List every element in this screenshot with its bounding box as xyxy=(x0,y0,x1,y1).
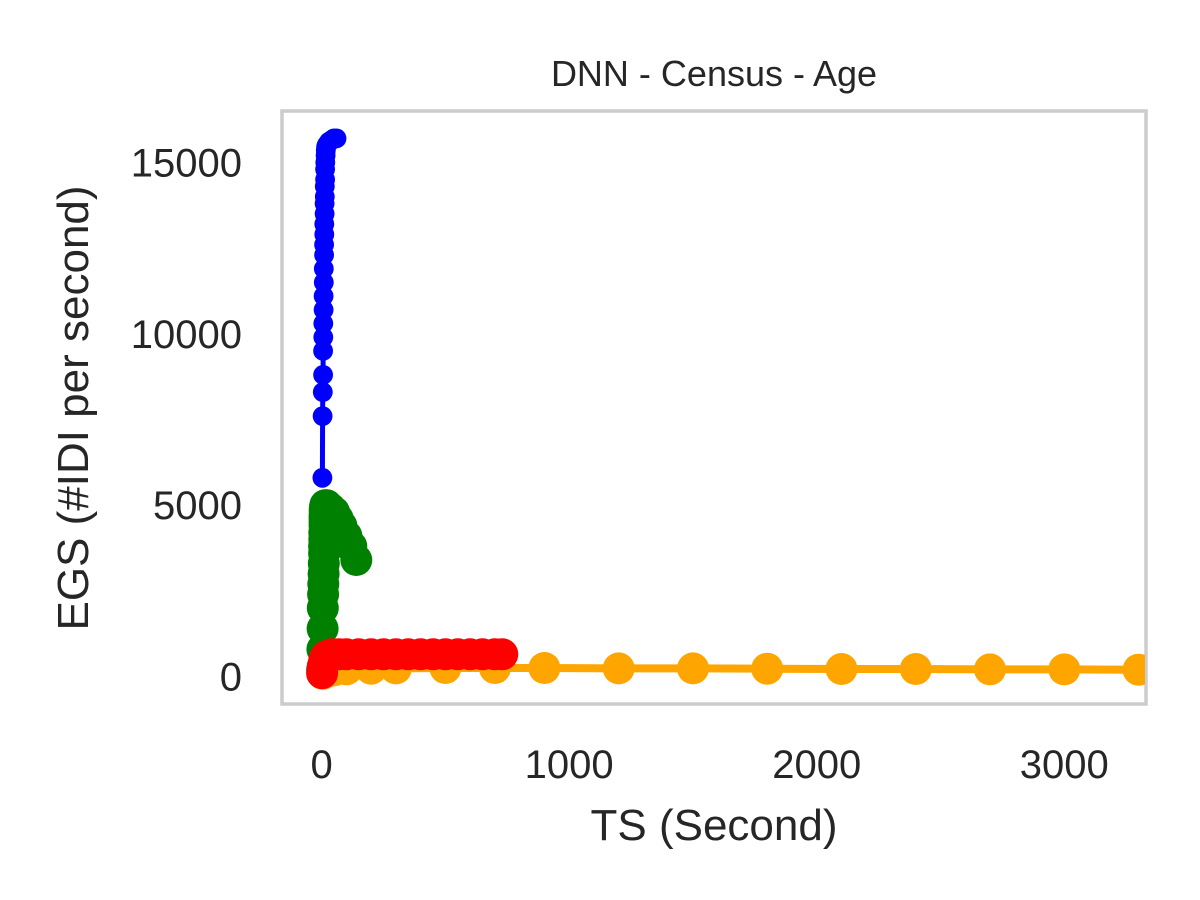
series-0-point xyxy=(825,653,858,685)
series-0-point xyxy=(1122,653,1145,686)
series-2 xyxy=(306,638,519,690)
series-3-point xyxy=(312,406,333,426)
y-tick-label-0: 0 xyxy=(220,656,242,700)
y-tick-label-3: 15000 xyxy=(131,141,242,185)
series-3-point xyxy=(326,128,347,149)
series-0-point xyxy=(528,652,561,684)
series-3-point xyxy=(312,467,333,488)
series-0-point xyxy=(751,652,784,685)
series-3-point xyxy=(313,299,334,320)
series-3-point xyxy=(313,258,334,279)
series-3-point xyxy=(313,286,334,306)
series-3-point xyxy=(312,382,333,402)
x-tick-label-2: 2000 xyxy=(772,743,861,787)
series-1-point xyxy=(340,544,373,576)
series-3-point xyxy=(313,365,333,385)
x-tick-label-3: 3000 xyxy=(1020,743,1109,787)
series-3-point xyxy=(313,272,334,293)
series-3 xyxy=(312,128,347,488)
series-0-point xyxy=(974,653,1006,686)
series-0-point xyxy=(899,653,932,685)
series-3-point xyxy=(313,327,334,348)
x-axis-tick-labels: 0 1000 2000 3000 xyxy=(310,743,1108,787)
series-0-point xyxy=(1048,653,1081,686)
x-tick-label-1: 1000 xyxy=(525,743,614,787)
series-3-point xyxy=(313,313,334,334)
series-layer xyxy=(306,128,1145,690)
x-axis-label: TS (Second) xyxy=(591,801,838,850)
y-tick-label-2: 10000 xyxy=(131,313,242,357)
series-0-point xyxy=(602,652,635,685)
y-axis-tick-labels: 0 5000 10000 15000 xyxy=(131,141,242,699)
series-0-point xyxy=(677,652,709,685)
y-axis-label: EGS (#IDI per second) xyxy=(49,185,98,630)
plot-area xyxy=(280,109,1148,706)
series-2-point xyxy=(486,638,519,671)
chart-title: DNN - Census - Age xyxy=(551,53,877,94)
x-tick-label-0: 0 xyxy=(310,743,332,787)
y-tick-label-1: 5000 xyxy=(153,484,242,528)
series-3-point xyxy=(313,341,333,361)
series-1 xyxy=(306,489,373,686)
